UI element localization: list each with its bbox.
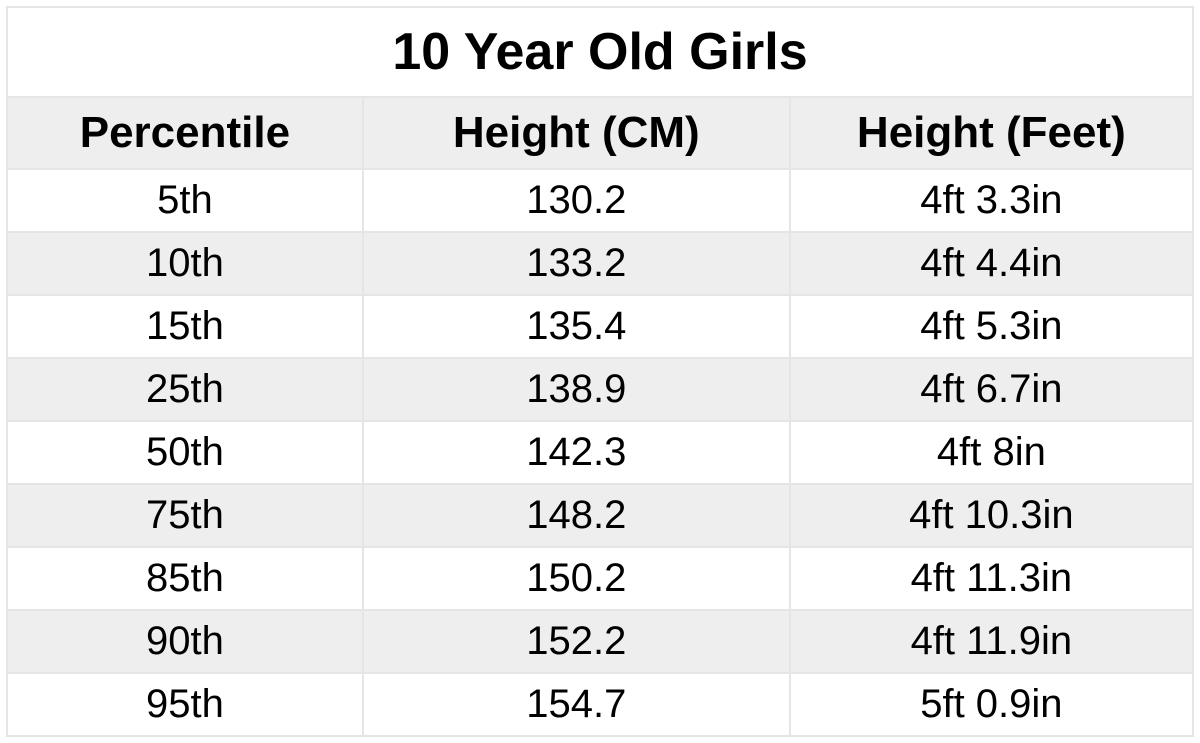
cell-height-cm: 154.7	[363, 673, 790, 736]
table-row: 15th 135.4 4ft 5.3in	[7, 295, 1193, 358]
cell-height-cm: 138.9	[363, 358, 790, 421]
table-row: 90th 152.2 4ft 11.9in	[7, 610, 1193, 673]
cell-height-cm: 135.4	[363, 295, 790, 358]
table-title: 10 Year Old Girls	[7, 7, 1193, 97]
cell-percentile: 90th	[7, 610, 363, 673]
column-header-height-cm: Height (CM)	[363, 97, 790, 169]
cell-height-feet: 4ft 3.3in	[790, 169, 1193, 232]
cell-height-feet: 4ft 5.3in	[790, 295, 1193, 358]
table-title-row: 10 Year Old Girls	[7, 7, 1193, 97]
cell-percentile: 50th	[7, 421, 363, 484]
cell-height-cm: 150.2	[363, 547, 790, 610]
height-percentile-table-container: 10 Year Old Girls Percentile Height (CM)…	[0, 0, 1200, 743]
cell-percentile: 15th	[7, 295, 363, 358]
cell-percentile: 75th	[7, 484, 363, 547]
table-row: 50th 142.3 4ft 8in	[7, 421, 1193, 484]
cell-percentile: 25th	[7, 358, 363, 421]
cell-height-cm: 133.2	[363, 232, 790, 295]
cell-height-feet: 4ft 4.4in	[790, 232, 1193, 295]
cell-height-feet: 4ft 11.9in	[790, 610, 1193, 673]
cell-percentile: 95th	[7, 673, 363, 736]
cell-height-feet: 4ft 6.7in	[790, 358, 1193, 421]
cell-percentile: 10th	[7, 232, 363, 295]
table-row: 95th 154.7 5ft 0.9in	[7, 673, 1193, 736]
table-row: 75th 148.2 4ft 10.3in	[7, 484, 1193, 547]
column-header-percentile: Percentile	[7, 97, 363, 169]
cell-height-cm: 148.2	[363, 484, 790, 547]
table-row: 85th 150.2 4ft 11.3in	[7, 547, 1193, 610]
cell-height-cm: 152.2	[363, 610, 790, 673]
cell-percentile: 5th	[7, 169, 363, 232]
cell-height-feet: 4ft 10.3in	[790, 484, 1193, 547]
table-row: 10th 133.2 4ft 4.4in	[7, 232, 1193, 295]
table-row: 25th 138.9 4ft 6.7in	[7, 358, 1193, 421]
cell-percentile: 85th	[7, 547, 363, 610]
cell-height-feet: 4ft 8in	[790, 421, 1193, 484]
cell-height-feet: 5ft 0.9in	[790, 673, 1193, 736]
cell-height-cm: 130.2	[363, 169, 790, 232]
column-header-height-feet: Height (Feet)	[790, 97, 1193, 169]
cell-height-cm: 142.3	[363, 421, 790, 484]
table-row: 5th 130.2 4ft 3.3in	[7, 169, 1193, 232]
height-percentile-table: 10 Year Old Girls Percentile Height (CM)…	[6, 6, 1194, 737]
cell-height-feet: 4ft 11.3in	[790, 547, 1193, 610]
table-header-row: Percentile Height (CM) Height (Feet)	[7, 97, 1193, 169]
